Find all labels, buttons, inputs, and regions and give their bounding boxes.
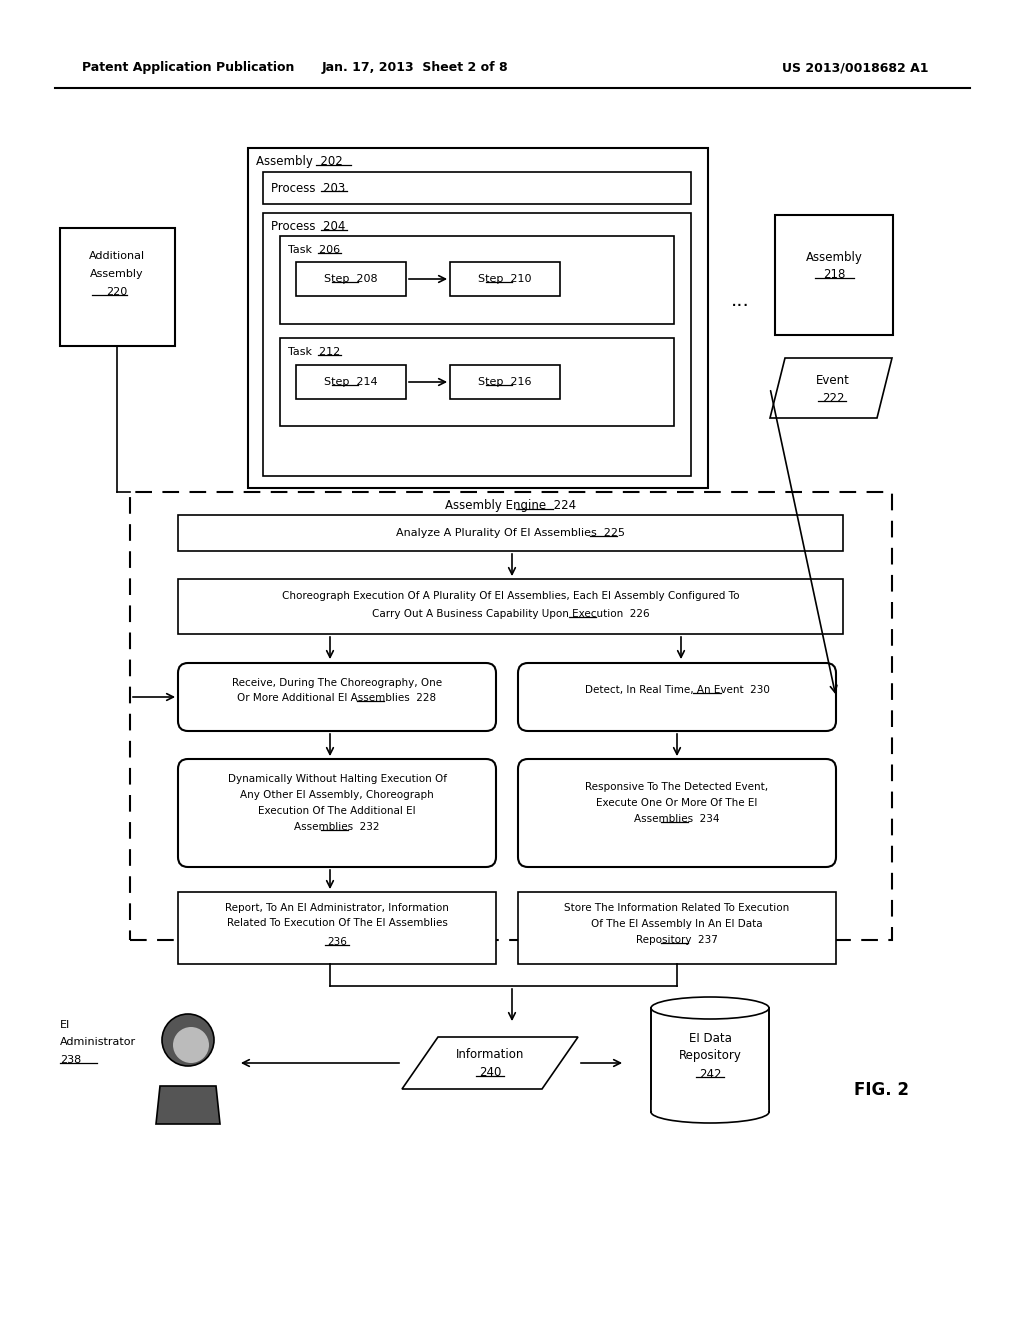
Bar xyxy=(450,366,560,399)
Text: Detect, In Real Time, An Event  230: Detect, In Real Time, An Event 230 xyxy=(585,685,769,696)
Text: US 2013/0018682 A1: US 2013/0018682 A1 xyxy=(781,62,928,74)
Circle shape xyxy=(173,1027,209,1063)
Bar xyxy=(651,1100,769,1111)
Text: Assembly Engine  224: Assembly Engine 224 xyxy=(445,499,577,512)
FancyBboxPatch shape xyxy=(518,759,836,867)
Text: Repository  237: Repository 237 xyxy=(636,935,718,945)
Text: Related To Execution Of The EI Assemblies: Related To Execution Of The EI Assemblie… xyxy=(226,917,447,928)
Bar xyxy=(178,515,843,550)
Text: FIG. 2: FIG. 2 xyxy=(854,1081,909,1100)
Bar xyxy=(280,338,674,426)
Polygon shape xyxy=(156,1086,220,1125)
Text: Patent Application Publication: Patent Application Publication xyxy=(82,62,294,74)
Text: Step  216: Step 216 xyxy=(478,378,531,387)
Text: Information: Information xyxy=(456,1048,524,1061)
Text: Assemblies  234: Assemblies 234 xyxy=(634,814,720,824)
Text: Administrator: Administrator xyxy=(60,1038,136,1047)
Text: Any Other EI Assembly, Choreograph: Any Other EI Assembly, Choreograph xyxy=(240,789,434,800)
Text: Execute One Or More Of The EI: Execute One Or More Of The EI xyxy=(596,799,758,808)
Bar xyxy=(263,213,691,477)
Text: 220: 220 xyxy=(106,286,128,297)
FancyBboxPatch shape xyxy=(178,759,496,867)
Ellipse shape xyxy=(651,997,769,1019)
Bar xyxy=(450,261,560,296)
Text: Choreograph Execution Of A Plurality Of EI Assemblies, Each EI Assembly Configur: Choreograph Execution Of A Plurality Of … xyxy=(282,591,739,601)
Bar xyxy=(178,579,843,634)
Text: Additional: Additional xyxy=(89,251,145,261)
Text: Report, To An EI Administrator, Information: Report, To An EI Administrator, Informat… xyxy=(225,903,449,913)
Text: 236: 236 xyxy=(327,937,347,946)
Text: EI Data: EI Data xyxy=(688,1031,731,1044)
Text: Task  206: Task 206 xyxy=(288,246,340,255)
Text: Step  208: Step 208 xyxy=(325,275,378,284)
Text: Repository: Repository xyxy=(679,1049,741,1063)
Text: Jan. 17, 2013  Sheet 2 of 8: Jan. 17, 2013 Sheet 2 of 8 xyxy=(322,62,508,74)
Text: Receive, During The Choreography, One: Receive, During The Choreography, One xyxy=(232,678,442,688)
Text: 218: 218 xyxy=(823,268,845,281)
Bar xyxy=(130,492,892,940)
Polygon shape xyxy=(402,1038,578,1089)
Ellipse shape xyxy=(651,1101,769,1123)
Text: Process  204: Process 204 xyxy=(271,220,345,234)
Bar xyxy=(651,1007,769,1111)
Circle shape xyxy=(162,1014,214,1067)
Text: Execution Of The Additional EI: Execution Of The Additional EI xyxy=(258,807,416,816)
Text: EI: EI xyxy=(60,1020,71,1030)
Bar xyxy=(296,261,406,296)
Text: 222: 222 xyxy=(821,392,844,404)
Text: Task  212: Task 212 xyxy=(288,347,340,356)
Text: Dynamically Without Halting Execution Of: Dynamically Without Halting Execution Of xyxy=(227,774,446,784)
Text: Assembly: Assembly xyxy=(90,269,143,279)
Text: Store The Information Related To Execution: Store The Information Related To Executi… xyxy=(564,903,790,913)
Text: Assembly  202: Assembly 202 xyxy=(256,156,343,169)
Bar xyxy=(296,366,406,399)
Text: Step  214: Step 214 xyxy=(325,378,378,387)
Text: Step  210: Step 210 xyxy=(478,275,531,284)
Text: Or More Additional EI Assemblies  228: Or More Additional EI Assemblies 228 xyxy=(238,693,436,704)
Bar xyxy=(60,228,175,346)
Bar xyxy=(775,215,893,335)
Text: Of The EI Assembly In An EI Data: Of The EI Assembly In An EI Data xyxy=(591,919,763,929)
Bar xyxy=(263,172,691,205)
Text: 238: 238 xyxy=(60,1055,81,1065)
Text: Assemblies  232: Assemblies 232 xyxy=(294,822,380,832)
FancyBboxPatch shape xyxy=(178,663,496,731)
Bar xyxy=(518,892,836,964)
Bar xyxy=(178,892,496,964)
FancyBboxPatch shape xyxy=(518,663,836,731)
Text: Assembly: Assembly xyxy=(806,251,862,264)
Text: Responsive To The Detected Event,: Responsive To The Detected Event, xyxy=(586,781,769,792)
Text: Process  203: Process 203 xyxy=(271,181,345,194)
Text: 242: 242 xyxy=(698,1068,721,1081)
Bar xyxy=(280,236,674,323)
Polygon shape xyxy=(770,358,892,418)
Text: Carry Out A Business Capability Upon Execution  226: Carry Out A Business Capability Upon Exe… xyxy=(372,609,649,619)
Text: ...: ... xyxy=(731,290,750,309)
Bar xyxy=(248,148,708,488)
Text: 240: 240 xyxy=(479,1067,501,1080)
Text: Analyze A Plurality Of EI Assemblies  225: Analyze A Plurality Of EI Assemblies 225 xyxy=(396,528,625,539)
Text: Event: Event xyxy=(816,374,850,387)
